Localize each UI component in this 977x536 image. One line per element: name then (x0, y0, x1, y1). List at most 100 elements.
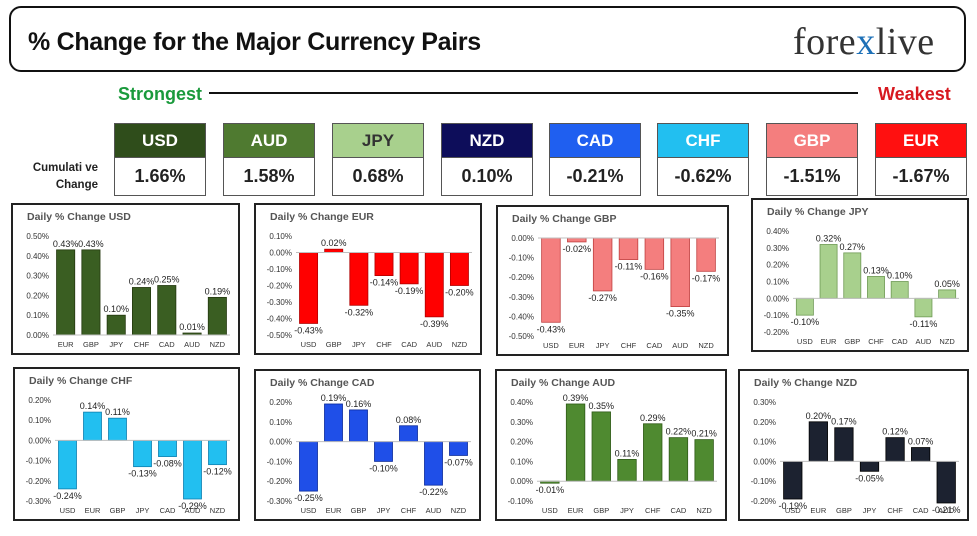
category-label: EUR (810, 506, 826, 515)
legend-weakest: Weakest (878, 84, 951, 104)
bar-eur (567, 237, 587, 243)
chart-title: Daily % Change GBP (512, 213, 616, 225)
category-label: AUD (185, 506, 201, 515)
y-tick-label: -0.20% (267, 477, 292, 486)
currency-code: CAD (550, 124, 640, 157)
category-label: CHF (887, 506, 903, 515)
chart-panel-chf: Daily % Change CHF 0.20% 0.10% 0.00% -0.10% -… (13, 367, 240, 521)
data-label: 0.01% (179, 322, 205, 332)
y-tick-label: -0.50% (267, 331, 292, 340)
cumulative-value: 0.68% (333, 157, 423, 195)
legend-divider-line (209, 92, 858, 94)
data-label: -0.13% (128, 469, 157, 479)
y-tick-label: 0.00% (766, 294, 789, 303)
currency-code: CHF (658, 124, 748, 157)
bar-gbp (349, 409, 368, 442)
y-tick-label: 0.20% (26, 291, 49, 300)
chart-svg: Daily % Change CHF 0.20% 0.10% 0.00% -0.10% -… (26, 375, 232, 515)
data-label: -0.05% (855, 473, 884, 483)
category-label: AUD (184, 340, 200, 349)
title-box: % Change for the Major Currency Pairs fo… (9, 6, 966, 72)
y-tick-label: 0.30% (510, 418, 533, 427)
y-tick-label: 0.50% (26, 232, 49, 241)
bar-aud (424, 252, 444, 318)
bar-nzd (938, 289, 957, 299)
y-tick-label: 0.20% (510, 438, 533, 447)
bar-usd (795, 297, 814, 316)
category-label: USD (301, 340, 317, 349)
category-label: USD (542, 506, 558, 515)
data-label: -0.02% (563, 244, 592, 254)
bar-eur (324, 403, 343, 442)
category-label: USD (543, 341, 559, 350)
data-label: -0.08% (153, 459, 182, 469)
category-label: GBP (351, 506, 367, 515)
data-label: -0.01% (536, 485, 565, 495)
data-label: 0.19% (321, 393, 347, 403)
category-label: JPY (109, 340, 123, 349)
y-tick-label: -0.30% (509, 293, 534, 302)
category-label: NZD (696, 506, 712, 515)
category-label: CAD (401, 340, 417, 349)
bar-gbp (834, 427, 854, 462)
y-tick-label: 0.20% (766, 261, 789, 270)
data-label: -0.19% (395, 286, 424, 296)
chart-panel-aud: Daily % Change AUD 0.40% 0.30% 0.20% 0.10% 0.… (495, 369, 727, 521)
category-label: CHF (868, 337, 884, 346)
y-tick-label: 0.10% (26, 311, 49, 320)
data-label: 0.25% (154, 275, 180, 285)
y-tick-label: -0.20% (267, 282, 292, 291)
bar-nzd (694, 439, 714, 482)
cumulative-value: -1.67% (876, 157, 966, 195)
y-tick-label: 0.10% (269, 232, 292, 241)
cumulative-change-label: Cumulati ve Change (32, 162, 98, 191)
data-label: -0.22% (419, 487, 448, 497)
data-label: -0.10% (369, 463, 398, 473)
chart-title: Daily % Change USD (27, 211, 131, 223)
category-label: AUD (426, 340, 442, 349)
data-label: 0.24% (129, 276, 155, 286)
chart-panel-nzd: Daily % Change NZD 0.30% 0.20% 0.10% 0.00% -0… (738, 369, 969, 521)
bar-usd (541, 237, 561, 323)
category-label: CAD (646, 341, 662, 350)
y-tick-label: 0.30% (766, 244, 789, 253)
category-label: AUD (672, 341, 688, 350)
cumulative-cell-eur: EUR -1.67% (875, 123, 967, 196)
chart-panel-cad: Daily % Change CAD 0.20% 0.10% 0.00% -0.10% -… (254, 369, 481, 521)
data-label: -0.35% (666, 309, 695, 319)
data-label: 0.19% (205, 286, 231, 296)
category-label: JPY (136, 506, 150, 515)
y-tick-label: -0.40% (267, 315, 292, 324)
data-label: 0.16% (346, 399, 372, 409)
bar-jpy (617, 459, 637, 482)
bar-aud (183, 440, 202, 500)
bar-cad (668, 437, 689, 482)
y-tick-label: 0.00% (269, 438, 292, 447)
category-label: GBP (836, 506, 852, 515)
y-tick-label: 0.00% (269, 249, 292, 258)
data-label: 0.02% (321, 238, 347, 248)
category-label: GBP (593, 506, 609, 515)
data-label: 0.21% (691, 429, 717, 439)
data-label: -0.14% (370, 278, 399, 288)
y-tick-label: -0.10% (509, 254, 534, 263)
y-tick-label: -0.30% (26, 497, 51, 506)
y-tick-label: -0.20% (509, 273, 534, 282)
data-label: -0.27% (588, 293, 617, 303)
y-tick-label: 0.00% (26, 331, 49, 340)
y-tick-label: 0.00% (511, 234, 534, 243)
chart-title: Daily % Change NZD (754, 377, 858, 389)
data-label: -0.20% (445, 288, 474, 298)
data-label: -0.19% (779, 501, 808, 511)
data-label: -0.21% (932, 505, 961, 515)
chart-panel-eur: Daily % Change EUR 0.10% 0.00% -0.10% -0.20%… (254, 203, 482, 355)
bar-aud (914, 297, 933, 318)
category-label: JPY (377, 506, 391, 515)
y-tick-label: -0.10% (751, 477, 776, 486)
data-label: 0.43% (78, 239, 104, 249)
data-label: -0.16% (640, 271, 669, 281)
chart-svg: Daily % Change NZD 0.30% 0.20% 0.10% 0.00% -0… (751, 377, 961, 515)
bar-gbp (108, 417, 127, 441)
data-label: -0.43% (537, 324, 566, 334)
data-label: 0.05% (934, 279, 960, 289)
